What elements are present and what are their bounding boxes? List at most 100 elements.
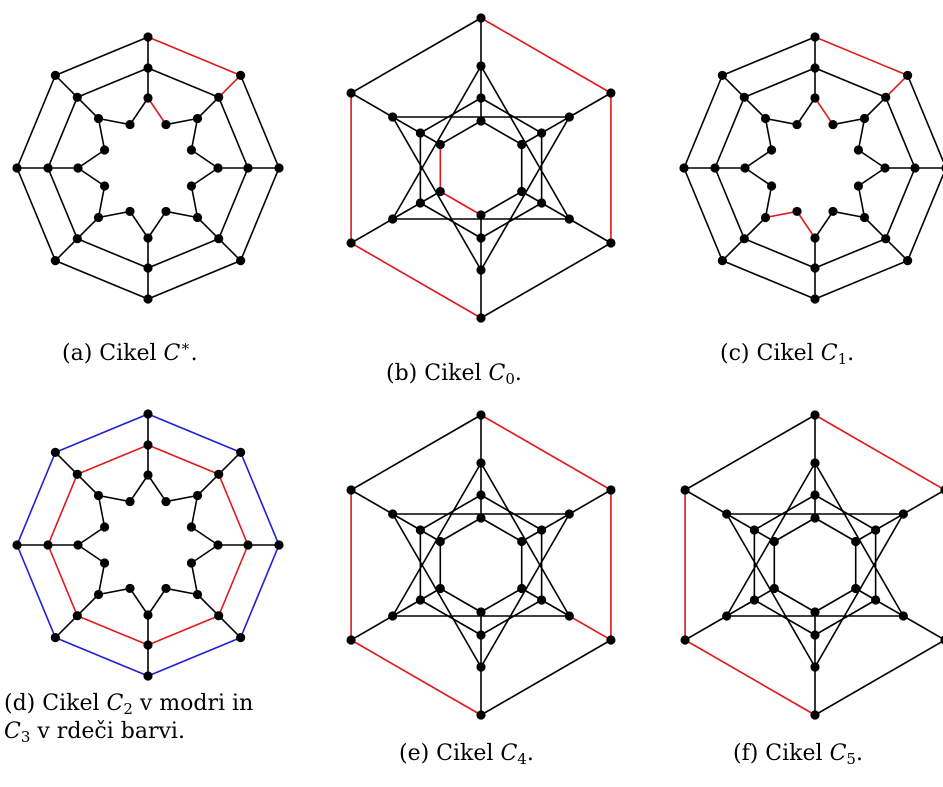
- caption-symbol: C: [488, 361, 506, 386]
- node-c-14: [710, 163, 720, 173]
- node-d-16: [143, 470, 153, 480]
- edge-c-20-21: [857, 167, 886, 187]
- node-e-8: [564, 611, 574, 621]
- panel-e-graph: [346, 410, 616, 720]
- node-d-31: [125, 496, 135, 507]
- node-a-31: [125, 119, 135, 130]
- edge-d-7-0: [55, 413, 149, 454]
- node-d-29: [99, 522, 110, 532]
- edge-d-19-20: [190, 526, 219, 546]
- node-e-16: [435, 583, 445, 594]
- edge-b-21-22: [419, 202, 482, 239]
- edge-c-10-11: [884, 167, 916, 240]
- node-d-6: [12, 540, 22, 550]
- node-d-3: [236, 633, 246, 643]
- edge-e-2-3: [480, 639, 612, 716]
- edge-d-17-18: [165, 494, 198, 503]
- node-d-22: [192, 589, 203, 600]
- node-a-7: [50, 70, 60, 80]
- node-a-9: [214, 92, 224, 102]
- node-c-23: [828, 206, 838, 217]
- node-d-8: [143, 440, 153, 450]
- edge-f-20-21: [814, 599, 877, 636]
- edge-b-2-3: [480, 242, 612, 319]
- edge-f-8-20: [875, 599, 904, 617]
- node-e-14: [517, 583, 527, 594]
- edge-a-28-29: [77, 149, 106, 169]
- node-b-13: [517, 139, 527, 150]
- node-a-29: [99, 145, 110, 155]
- node-f-21: [810, 630, 820, 640]
- node-c-18: [859, 113, 870, 124]
- edge-a-5-13: [54, 238, 78, 262]
- node-f-14: [851, 583, 861, 594]
- edge-f-4-10: [684, 615, 728, 641]
- edge-d-3-11: [218, 615, 242, 639]
- edge-f-10-22: [726, 599, 755, 617]
- edge-c-31-16: [796, 97, 816, 126]
- panel-a-graph: [12, 32, 284, 304]
- caption-subscript: 4: [517, 750, 527, 768]
- node-c-1: [903, 70, 913, 80]
- edge-f-1-7: [902, 490, 943, 515]
- edge-a-1-9: [218, 74, 242, 98]
- node-a-15: [72, 92, 82, 102]
- edge-c-5-6: [683, 167, 724, 261]
- caption-a: (a) Cikel C∗.: [62, 339, 198, 368]
- node-c-15: [739, 92, 749, 102]
- edge-a-18-19: [190, 118, 199, 151]
- node-d-4: [143, 671, 153, 681]
- node-b-21: [476, 233, 486, 243]
- node-c-8: [810, 63, 820, 73]
- edge-e-20-21: [480, 599, 543, 636]
- node-d-19: [186, 522, 197, 532]
- node-b-12: [476, 116, 486, 126]
- node-c-9: [881, 92, 891, 102]
- caption-symbol: C: [829, 741, 847, 766]
- edge-e-7-19: [541, 513, 570, 531]
- node-d-13: [72, 611, 82, 621]
- edge-e-21-22: [419, 599, 482, 636]
- edge-c-3-11: [885, 238, 909, 262]
- caption-suffix: .: [190, 341, 198, 366]
- edge-a-31-16: [129, 97, 149, 126]
- edge-d-2-3: [239, 544, 280, 638]
- edge-e-17-12: [439, 517, 482, 543]
- edge-b-20-21: [480, 202, 543, 239]
- caption-suffix: v modri in: [132, 691, 254, 716]
- node-b-6: [476, 61, 486, 71]
- edge-c-24-25: [796, 210, 816, 239]
- edge-d-4-5: [55, 636, 149, 677]
- node-d-30: [93, 490, 104, 501]
- edge-a-20-21: [190, 167, 219, 187]
- edge-f-0-1: [814, 414, 943, 490]
- node-d-14: [43, 540, 53, 550]
- node-a-1: [236, 70, 246, 80]
- node-a-14: [43, 163, 53, 173]
- node-d-9: [214, 469, 224, 479]
- edge-a-11-22: [196, 216, 220, 240]
- node-b-4: [346, 238, 356, 248]
- node-d-28: [73, 540, 83, 550]
- caption-subscript: 5: [846, 750, 856, 768]
- node-f-22: [749, 595, 759, 605]
- node-c-7: [717, 70, 727, 80]
- node-d-20: [213, 540, 223, 550]
- node-c-11: [881, 234, 891, 244]
- node-b-22: [415, 198, 425, 208]
- node-d-23: [161, 583, 171, 594]
- node-b-18: [476, 93, 486, 103]
- node-e-6: [476, 458, 486, 468]
- node-c-6: [679, 163, 689, 173]
- node-e-0: [476, 410, 486, 420]
- caption-f: (f) Cikel C5.: [733, 740, 863, 768]
- edge-d-14-15: [47, 473, 79, 546]
- node-b-7: [564, 112, 574, 122]
- edge-a-1-2: [239, 75, 280, 169]
- node-c-20: [880, 163, 890, 173]
- edge-c-13-26: [743, 216, 767, 240]
- edge-c-12-13: [743, 237, 816, 269]
- edge-e-2-8: [568, 615, 612, 641]
- node-c-13: [739, 234, 749, 244]
